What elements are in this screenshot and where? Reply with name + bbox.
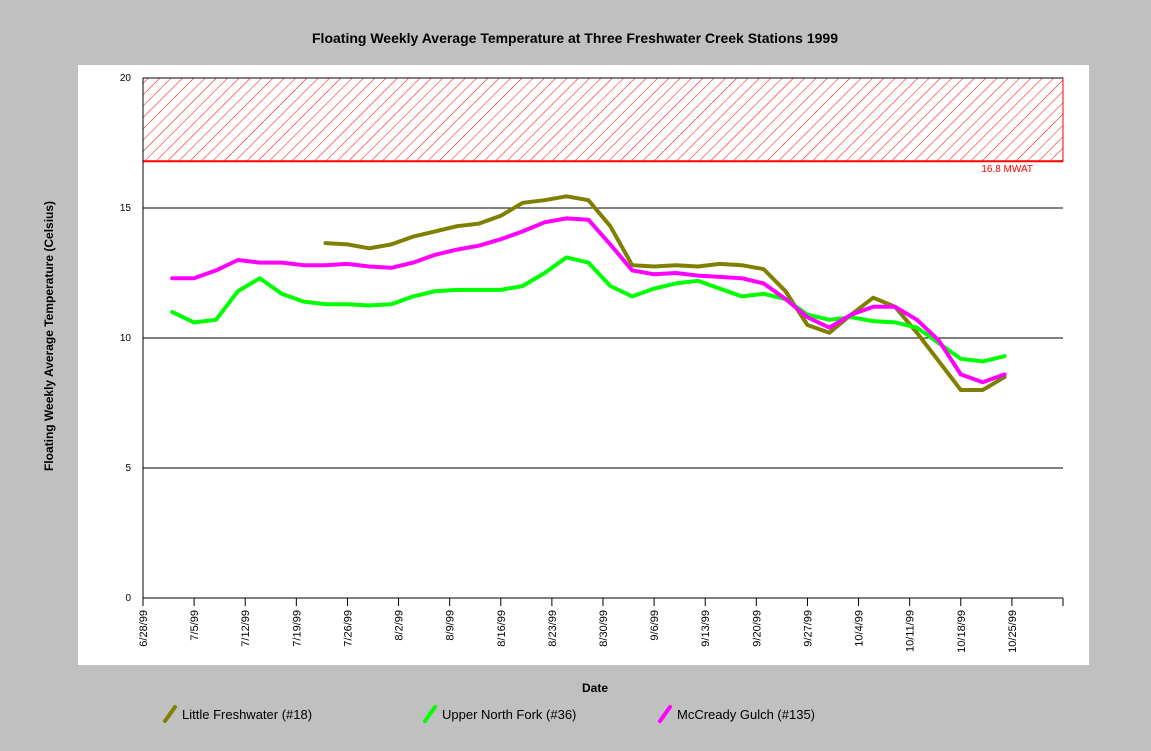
y-tick-label: 5 bbox=[125, 463, 131, 474]
y-tick-label: 15 bbox=[120, 203, 132, 214]
x-tick-label: 9/20/99 bbox=[751, 610, 763, 647]
plot-panel bbox=[78, 65, 1089, 665]
y-axis-label: Floating Weekly Average Temperature (Cel… bbox=[42, 200, 56, 472]
legend-swatch bbox=[658, 705, 672, 723]
threshold-label: 16.8 MWAT bbox=[981, 164, 1033, 175]
y-tick-label: 10 bbox=[120, 333, 132, 344]
legend-label: Little Freshwater (#18) bbox=[182, 707, 312, 722]
y-axis-label-box: Floating Weekly Average Temperature (Cel… bbox=[42, 200, 56, 472]
legend-swatch bbox=[163, 705, 177, 723]
legend-swatch bbox=[423, 705, 437, 723]
x-tick-label: 9/27/99 bbox=[802, 610, 814, 647]
x-tick-label: 8/2/99 bbox=[394, 610, 406, 641]
threshold-band bbox=[142, 77, 1064, 162]
x-tick-label: 7/26/99 bbox=[342, 610, 354, 647]
x-tick-label: 9/6/99 bbox=[649, 610, 661, 641]
chart-title: Floating Weekly Average Temperature at T… bbox=[312, 30, 838, 46]
x-tick-label: 8/9/99 bbox=[445, 610, 457, 641]
legend-label: Upper North Fork (#36) bbox=[442, 707, 576, 722]
x-tick-label: 8/30/99 bbox=[598, 610, 610, 647]
x-tick-label: 9/13/99 bbox=[700, 610, 712, 647]
x-tick-label: 7/12/99 bbox=[240, 610, 252, 647]
y-tick-label: 20 bbox=[120, 73, 132, 84]
y-tick-label: 0 bbox=[125, 593, 131, 604]
x-axis-label: Date bbox=[582, 681, 608, 695]
x-tick-label: 8/23/99 bbox=[547, 610, 559, 647]
x-tick-label: 10/11/99 bbox=[905, 610, 917, 652]
x-tick-label: 6/28/99 bbox=[138, 610, 150, 647]
x-tick-label: 10/25/99 bbox=[1007, 610, 1019, 653]
x-tick-label: 8/16/99 bbox=[496, 610, 508, 647]
series-line bbox=[170, 216, 1007, 385]
x-tick-label: 10/4/99 bbox=[854, 610, 866, 647]
x-tick-label: 7/5/99 bbox=[189, 610, 201, 641]
x-tick-label: 10/18/99 bbox=[956, 610, 968, 653]
legend-label: McCready Gulch (#135) bbox=[677, 707, 815, 722]
x-tick-label: 7/19/99 bbox=[291, 610, 303, 647]
series-line bbox=[170, 255, 1007, 364]
